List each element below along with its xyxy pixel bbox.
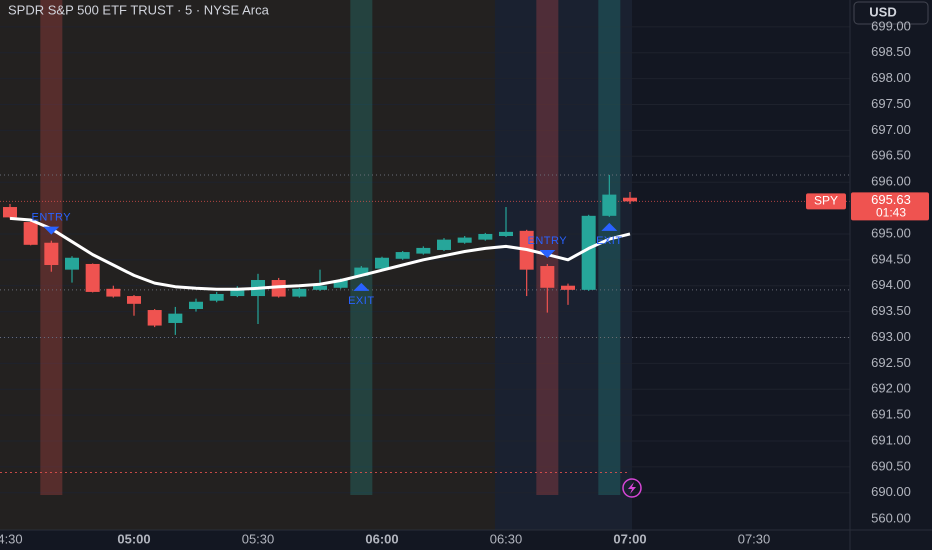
signal-label: EXIT [596, 235, 622, 247]
signal-marker [601, 222, 618, 231]
candle-body [106, 288, 121, 297]
candle-body [623, 197, 637, 202]
x-tick-label: 07:30 [738, 531, 771, 546]
y-tick-label: 692.00 [871, 381, 911, 396]
y-tick-label: 698.50 [871, 44, 911, 59]
signal-band [350, 0, 373, 495]
currency-label[interactable]: USD [869, 4, 896, 19]
x-tick-label: 06:30 [490, 531, 523, 546]
y-tick-label: 690.50 [871, 458, 911, 473]
candle-body [3, 207, 17, 218]
y-tick-label: 697.00 [871, 122, 911, 137]
signal-marker [43, 226, 60, 235]
candle-body [168, 313, 183, 323]
candle-body [292, 288, 307, 297]
candle-body [602, 194, 617, 216]
price-label: 695.63 [871, 192, 911, 207]
y-tick-label: 691.50 [871, 407, 911, 422]
candle-body [44, 242, 59, 265]
candle-body [581, 215, 596, 290]
y-tick-label: 696.50 [871, 148, 911, 163]
symbol-tag [806, 193, 846, 210]
signal-marker [539, 249, 556, 258]
alert-icon-bolt[interactable] [628, 482, 636, 494]
candle-body [209, 293, 224, 301]
candle-body [127, 296, 141, 304]
currency-button[interactable] [853, 1, 929, 25]
countdown-label: 01:43 [876, 206, 906, 220]
candle-body [23, 222, 38, 245]
symbol-label: SPY [814, 194, 838, 208]
session-shade [0, 0, 495, 530]
y-tick-label: 695.00 [871, 225, 911, 240]
candle-body [271, 280, 286, 297]
candle-body [333, 280, 348, 288]
signal-band [598, 0, 621, 495]
y-tick-label: 694.50 [871, 251, 911, 266]
price-tag [851, 192, 929, 221]
y-tick-label: 693.50 [871, 303, 911, 318]
candle-body [313, 285, 327, 290]
signal-band [536, 0, 559, 495]
x-tick-label: 07:00 [613, 531, 646, 546]
y-tick-label: 696.00 [871, 174, 911, 189]
signal-marker [353, 282, 370, 291]
y-tick-label: 699.00 [871, 18, 911, 33]
signal-label: EXIT [348, 295, 374, 307]
candle-body [354, 267, 369, 276]
candle-body [416, 247, 431, 254]
y-tick-label: 691.00 [871, 432, 911, 447]
candle-body [230, 288, 245, 297]
candle-body [478, 233, 493, 240]
y-tick-label: 697.50 [871, 96, 911, 111]
candle-body [147, 310, 162, 326]
candle-body [457, 237, 472, 243]
y-tick-label: 698.00 [871, 70, 911, 85]
candle-body [395, 252, 410, 259]
candle-body [375, 257, 389, 269]
x-tick-label: 4:30 [0, 531, 23, 546]
x-tick-label: 05:00 [117, 531, 150, 546]
session-shade [495, 0, 632, 530]
y-tick-label: 690.00 [871, 484, 911, 499]
signal-label: ENTRY [32, 212, 72, 224]
y-tick-label: 694.00 [871, 277, 911, 292]
candle-body [65, 257, 79, 270]
x-tick-label: 06:00 [365, 531, 398, 546]
candle-body [189, 301, 203, 309]
y-tick-label: 693.00 [871, 329, 911, 344]
chart-title: SPDR S&P 500 ETF TRUST · 5 · NYSE Arca [8, 2, 270, 17]
y-tick-label: 692.50 [871, 355, 911, 370]
candle-body [85, 263, 100, 292]
axis-break-label: 560.00 [871, 510, 911, 525]
candle-body [561, 285, 575, 290]
candle-body [540, 266, 555, 288]
candle-body [499, 231, 513, 237]
candle-body [437, 239, 451, 250]
x-tick-label: 05:30 [242, 531, 275, 546]
signal-label: ENTRY [528, 235, 568, 247]
alert-icon[interactable] [622, 478, 642, 498]
ma-line [9, 216, 631, 291]
